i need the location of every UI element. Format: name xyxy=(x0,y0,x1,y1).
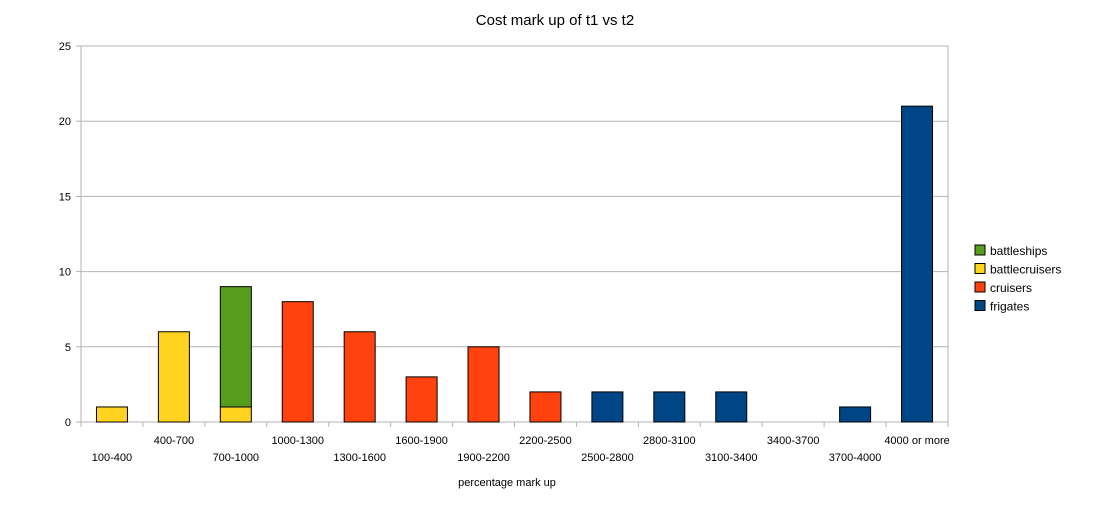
legend-swatch-frigates xyxy=(974,300,986,311)
x-tick-label: 4000 or more xyxy=(884,435,949,447)
x-tick-label: 3700-4000 xyxy=(829,452,882,464)
x-tick-label: 400-700 xyxy=(154,435,194,447)
plot-area-frame xyxy=(80,45,949,423)
x-axis: 100-400 400-700 700-1000 1000-1300 1300-1600… xyxy=(80,422,950,464)
x-tick-label: 1000-1300 xyxy=(271,435,324,447)
legend-label-frigates: frigates xyxy=(990,300,1029,314)
bar-frigates-3700-4000 xyxy=(839,406,872,423)
x-tick-label: 2200-2500 xyxy=(519,435,572,447)
bar-frigates-3100-3400 xyxy=(715,391,748,423)
bar-frigates-4000 or more xyxy=(901,105,934,423)
gridlines xyxy=(81,45,948,348)
bar-frigates-2800-3100 xyxy=(653,391,686,423)
bar-cruisers-1600-1900 xyxy=(405,376,438,423)
legend: battleships battlecruisers cruisers frigate… xyxy=(974,244,1061,314)
legend-swatch-battlecruisers xyxy=(974,263,986,274)
y-tick-label: 5 xyxy=(65,342,71,354)
x-tick-label: 700-1000 xyxy=(213,452,260,464)
legend-label-battlecruisers: battlecruisers xyxy=(990,263,1061,277)
bar-battlecruisers-400-700 xyxy=(157,331,190,423)
bar-battlecruisers-100-400 xyxy=(95,406,128,423)
y-tick-label: 25 xyxy=(59,41,71,53)
bar-cruisers-1300-1600 xyxy=(343,331,376,423)
x-tick-label: 2800-3100 xyxy=(643,435,696,447)
chart-title: Cost mark up of t1 vs t2 xyxy=(476,12,634,29)
y-tick-label: 10 xyxy=(59,267,71,279)
legend-label-cruisers: cruisers xyxy=(990,281,1032,295)
x-tick-label: 1300-1600 xyxy=(333,452,386,464)
bar-frigates-2500-2800 xyxy=(591,391,624,423)
x-axis-label: percentage mark up xyxy=(458,477,556,489)
y-tick-label: 20 xyxy=(59,116,71,128)
bar-battleships-700-1000 xyxy=(219,286,252,408)
y-axis: 0 5 10 15 20 25 xyxy=(59,41,81,429)
bar-battlecruisers-700-1000 xyxy=(219,406,252,423)
x-tick-label: 2500-2800 xyxy=(581,452,634,464)
bar-cruisers-2200-2500 xyxy=(529,391,562,423)
legend-swatch-cruisers xyxy=(974,281,986,293)
bar-cruisers-1000-1300 xyxy=(281,301,314,423)
x-tick-label: 1900-2200 xyxy=(457,452,510,464)
x-tick-label: 1600-1900 xyxy=(395,435,448,447)
y-tick-label: 0 xyxy=(65,417,71,429)
x-tick-label: 100-400 xyxy=(92,452,132,464)
legend-label-battleships: battleships xyxy=(990,244,1047,258)
legend-swatch-battleships xyxy=(974,244,986,256)
bars xyxy=(95,105,934,423)
x-tick-label: 3100-3400 xyxy=(705,452,758,464)
y-tick-label: 15 xyxy=(59,191,71,203)
x-tick-label: 3400-3700 xyxy=(767,435,820,447)
bar-cruisers-1900-2200 xyxy=(467,346,500,423)
